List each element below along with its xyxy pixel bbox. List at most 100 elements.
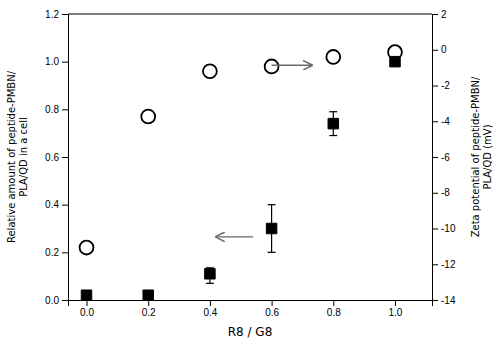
tick-label: 2	[441, 9, 447, 20]
tick-label: 0.4	[203, 307, 217, 318]
tick-label: 0.8	[327, 307, 341, 318]
square-point	[266, 223, 276, 233]
tick: 0.8	[327, 300, 341, 318]
tick: 2	[432, 9, 447, 20]
tick-label: 0.2	[45, 247, 59, 258]
tick-label: -2	[441, 80, 450, 91]
tick-label: 0.4	[45, 199, 59, 210]
error-bar-cap	[329, 135, 337, 136]
y-axis-title: Relative amount of peptide-PMBN/PLA/QD i…	[6, 70, 29, 243]
square-point	[143, 290, 153, 300]
tick: 0.4	[45, 199, 68, 210]
tick-mark	[62, 62, 68, 63]
tick: 0.2	[45, 247, 68, 258]
label-line: PLA/QD in a cell	[18, 117, 29, 197]
x-axis-title: R8 / G8	[228, 325, 273, 339]
tick: 1.2	[45, 9, 68, 20]
chart: 0.0 0.2 0.4 0.6 0.8 1.0 0.0 0.2 0.4 0.6 0.8 1.0 1.2 2…	[0, 0, 500, 342]
tick-mark	[432, 14, 438, 15]
frame-line	[68, 14, 432, 15]
tick-label: 0.2	[142, 307, 156, 318]
tick-mark	[432, 229, 438, 230]
tick-label: -14	[441, 295, 456, 306]
tick-mark	[87, 300, 88, 306]
tick-mark	[62, 109, 68, 110]
tick: 1.0	[45, 56, 68, 67]
tick: -8	[432, 187, 450, 198]
square-point	[205, 269, 215, 279]
tick: -4	[432, 116, 450, 127]
tick: -12	[432, 259, 456, 270]
tick-mark	[432, 121, 438, 122]
label-line: Zeta potential of peptide-PMBN/	[470, 76, 481, 237]
tick: 0.6	[45, 152, 68, 163]
arrow	[216, 236, 253, 237]
tick-mark	[395, 300, 396, 306]
circle-point	[80, 241, 94, 255]
tick-label: 0.0	[80, 307, 94, 318]
tick-label: 0.6	[265, 307, 279, 318]
tick: 0.6	[265, 300, 279, 318]
error-bar-cap	[329, 111, 337, 112]
square-point	[328, 118, 338, 128]
axis-line	[433, 15, 439, 301]
tick: 0.8	[45, 104, 68, 115]
circle-point	[326, 50, 340, 64]
tick-label: -8	[441, 187, 450, 198]
tick-label: -12	[441, 259, 456, 270]
arrow	[272, 65, 312, 66]
tick: -10	[432, 223, 456, 234]
tick-mark	[62, 300, 68, 301]
tick-mark	[62, 157, 68, 158]
tick: 0.0	[45, 295, 68, 306]
tick-label: -6	[441, 152, 450, 163]
series	[81, 56, 400, 300]
tick-mark	[210, 300, 211, 306]
tick: -6	[432, 152, 450, 163]
tick: 1.0	[389, 300, 403, 318]
marks	[80, 45, 402, 300]
square-point	[81, 290, 91, 300]
axis-line	[62, 15, 69, 301]
tick: 0.4	[203, 300, 217, 318]
tick: 0	[432, 44, 447, 55]
tick-label: 1.2	[45, 9, 59, 20]
circle-point	[141, 110, 155, 124]
label-line: Relative amount of peptide-PMBN/	[6, 70, 17, 243]
tick-mark	[272, 300, 273, 306]
series	[80, 45, 402, 254]
error-bar-cap	[206, 283, 214, 284]
error-bar-cap	[268, 204, 276, 205]
tick-mark	[432, 264, 438, 265]
y2-axis: 2 0 -2 -4 -6 -8 -10 -12 -14	[432, 9, 456, 306]
tick-label: 0.8	[45, 104, 59, 115]
tick-mark	[432, 193, 438, 194]
plot-area: 0.0 0.2 0.4 0.6 0.8 1.0 0.0 0.2 0.4 0.6 0.8 1.0 1.2 2…	[6, 9, 493, 339]
tick-label: 1.0	[389, 307, 403, 318]
circle-point	[203, 64, 217, 78]
tick-mark	[148, 300, 149, 306]
tick: -14	[432, 295, 456, 306]
square-point	[390, 56, 400, 66]
axis-line	[69, 301, 433, 307]
x-axis: 0.0 0.2 0.4 0.6 0.8 1.0	[69, 300, 433, 318]
tick: 0.2	[142, 300, 156, 318]
tick-mark	[432, 50, 438, 51]
y2-axis-title: Zeta potential of peptide-PMBN/PLA/QD (m…	[470, 76, 493, 237]
tick-label: 0.0	[45, 295, 59, 306]
tick-mark	[432, 300, 438, 301]
tick-mark	[432, 86, 438, 87]
tick-mark	[62, 205, 68, 206]
tick-label: 0.6	[45, 152, 59, 163]
tick: 0.0	[80, 300, 94, 318]
error-bar-cap	[268, 252, 276, 253]
tick-mark	[432, 157, 438, 158]
label-line: PLA/QD (mV)	[482, 124, 493, 189]
tick: -2	[432, 80, 450, 91]
y-axis: 0.0 0.2 0.4 0.6 0.8 1.0 1.2	[45, 9, 68, 306]
tick-label: -10	[441, 223, 456, 234]
tick-mark	[62, 252, 68, 253]
circle-point	[265, 60, 279, 74]
tick-mark	[333, 300, 334, 306]
tick-label: 0	[441, 44, 447, 55]
